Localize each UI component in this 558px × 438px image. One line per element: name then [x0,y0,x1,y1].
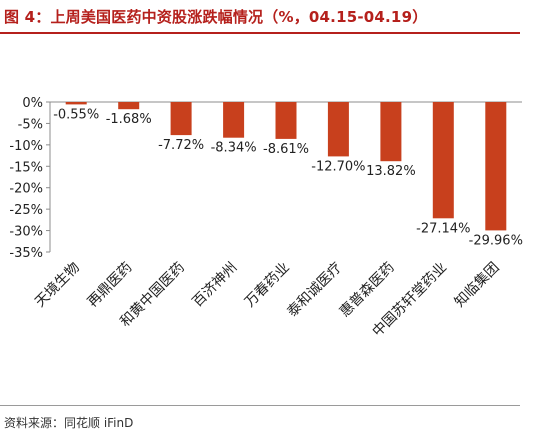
title-divider [0,32,520,34]
bar [380,102,402,162]
bar [170,102,192,136]
source-note: 资料来源：同花顺 iFinD [4,416,134,430]
x-tick-label: 知临集团 [451,259,503,311]
x-tick-label: 百济神州 [190,260,241,311]
bar [118,102,140,110]
y-axis: 0% -5% -10% -15% -20% -25% -30% -35% [9,96,522,261]
data-label: -29.96% [469,233,523,248]
y-tick-label: -25% [9,203,43,218]
bar-chart: 0% -5% -10% -15% -20% -25% -30% -35% -0.55% -1.6… [9,96,523,340]
data-label: 13.82% [366,164,416,179]
data-label: -7.72% [158,138,204,153]
x-tick-label: 泰和诚医疗 [284,260,345,321]
bar [65,102,87,105]
data-labels: -0.55% -1.68% -7.72% -8.34% -8.61%-12.70% 13.… [53,107,523,248]
x-tick-label: 再鼎医药 [85,260,136,311]
chart-title: 图 4：上周美国医药中资股涨跌幅情况（%，04.15-04.19） [4,8,428,26]
bar [327,102,349,157]
bar [223,102,245,138]
y-tick-label: -20% [9,182,43,197]
x-axis: 天境生物 再鼎医药和黄中国医药 百济神州 万春药业泰和诚医疗惠普森医药中国苏轩堂药业知… [32,259,503,340]
y-tick-label: -35% [9,246,43,261]
y-tick-label: -30% [9,225,43,240]
bar [275,102,297,139]
y-tick-label: -15% [9,160,43,175]
data-label: -12.70% [311,159,365,174]
x-tick-label: 万春药业 [242,260,293,311]
y-tick-label: -5% [18,117,43,132]
bars [65,102,507,231]
y-tick-label: -10% [9,139,43,154]
y-tick-label: 0% [22,96,43,111]
data-label: -27.14% [416,221,470,236]
footer-divider [0,405,520,406]
x-tick-label: 天境生物 [32,260,83,311]
data-label: -1.68% [106,112,152,127]
data-label: -8.61% [263,142,309,157]
data-label: -8.34% [211,141,257,156]
bar [432,102,454,219]
data-label: -0.55% [53,107,99,122]
bar [485,102,507,231]
